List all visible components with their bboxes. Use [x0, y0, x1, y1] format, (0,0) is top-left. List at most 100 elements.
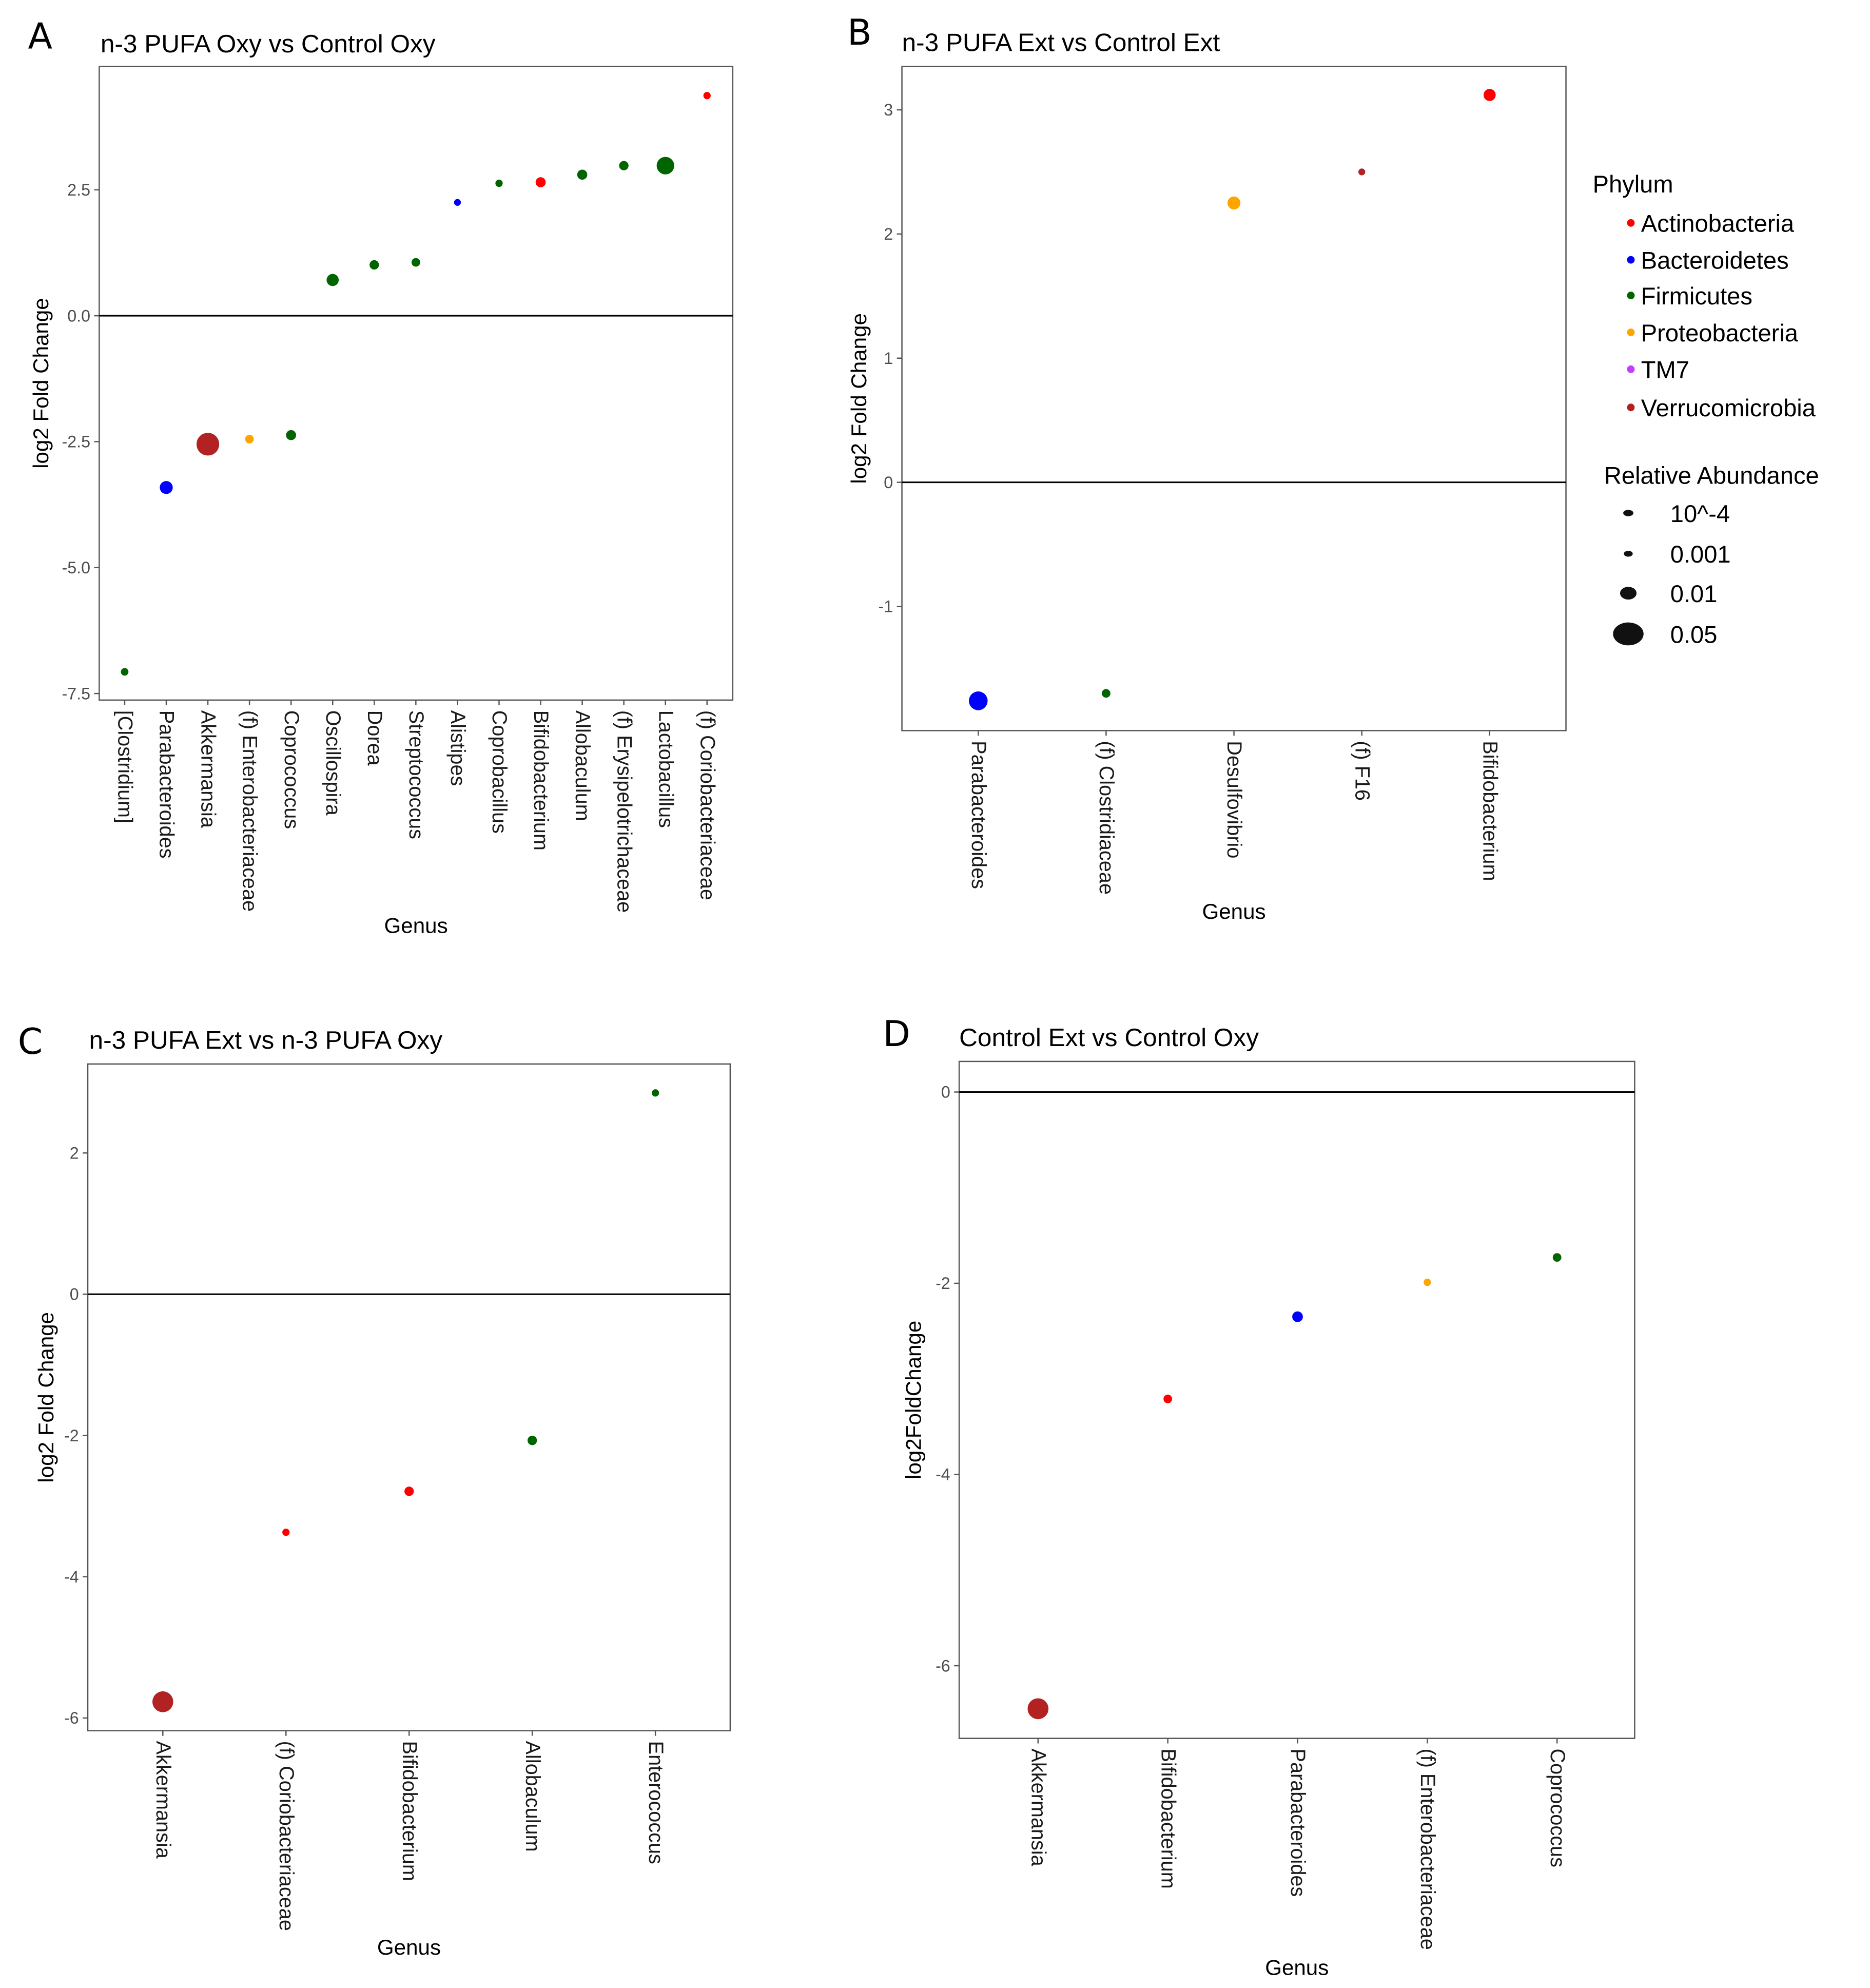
x-axis-label: Genus — [384, 914, 448, 938]
legend-phylum-item: Verrucomicrobia — [1641, 394, 1816, 421]
legend-size-dot — [1620, 587, 1637, 600]
data-point — [404, 1487, 414, 1496]
data-point — [577, 169, 588, 180]
data-point — [121, 668, 129, 676]
legend-phylum-title: Phylum — [1593, 170, 1673, 198]
x-tick-label: Bifidobacterium — [398, 1741, 421, 1881]
panel-d: D Control Ext vs Control Oxy 0 -2 -4 -6 log2Fo… — [883, 1014, 1635, 1980]
x-tick-label: Bifidobacterium — [1478, 741, 1501, 881]
x-axis-label: Genus — [377, 1935, 441, 1959]
y-tick-label: -2 — [64, 1426, 79, 1445]
x-tick-label: Coprococcus — [1546, 1748, 1569, 1867]
x-tick-label: Bifidobacterium — [1157, 1748, 1179, 1888]
legend-color-dot — [1627, 256, 1635, 264]
legend-size-dot — [1623, 510, 1633, 516]
legend: Phylum Actinobacteria Bacteroidetes Firmicu… — [1593, 170, 1819, 648]
legend-color-dot — [1627, 403, 1635, 412]
data-point — [969, 691, 988, 710]
legend-size-dot — [1624, 551, 1633, 557]
x-tick-label: Coprococcus — [280, 710, 303, 829]
legend-color-dot — [1627, 219, 1635, 227]
x-tick-label: Allobaculum — [521, 1741, 544, 1852]
y-tick-label: -4 — [936, 1465, 950, 1484]
y-axis-label: log2 Fold Change — [29, 298, 53, 469]
legend-size-item: 0.001 — [1670, 541, 1731, 568]
data-point — [656, 157, 674, 175]
panel-letter: B — [847, 12, 872, 53]
y-tick-label: -2 — [936, 1274, 950, 1292]
x-tick-label: (f) Erysipelotrichaceae — [613, 710, 635, 913]
legend-color-dot — [1627, 292, 1635, 300]
x-tick-label: Streptococcus — [405, 710, 427, 839]
y-tick-label: -6 — [936, 1656, 950, 1675]
x-tick-label: (f) Coriobacteriaceae — [696, 710, 718, 900]
data-point — [152, 1691, 173, 1712]
data-point — [1163, 1395, 1173, 1403]
x-axis-label: Genus — [1265, 1956, 1329, 1980]
x-tick-label: [Clostridium] — [114, 710, 137, 823]
data-point — [326, 274, 339, 286]
x-tick-label: Allobaculum — [571, 710, 594, 821]
data-point — [1358, 168, 1366, 176]
y-axis-label: log2 Fold Change — [847, 313, 871, 484]
legend-size-item: 0.01 — [1670, 580, 1718, 607]
data-point — [282, 1529, 290, 1536]
data-point — [411, 258, 420, 267]
data-point — [703, 92, 711, 100]
x-axis-label: Genus — [1202, 899, 1265, 923]
x-tick-label: Akkermansia — [152, 1741, 174, 1859]
x-tick-label: Alistipes — [446, 710, 469, 786]
data-point — [535, 177, 546, 187]
legend-size-item: 0.05 — [1670, 621, 1718, 648]
y-tick-label: -5.0 — [62, 558, 90, 577]
legend-size-item: 10^-4 — [1670, 500, 1730, 527]
y-tick-label: 2.5 — [67, 181, 90, 199]
y-tick-label: -2.5 — [62, 433, 90, 451]
plot-area — [901, 66, 1567, 731]
data-point — [652, 1089, 659, 1097]
y-axis-label: log2FoldChange — [902, 1321, 926, 1479]
legend-phylum-item: Bacteroidetes — [1641, 247, 1789, 274]
x-tick-label: (f) Clostridiaceae — [1095, 741, 1118, 895]
data-point — [619, 161, 629, 170]
x-tick-label: Parabacteroides — [155, 710, 178, 859]
x-tick-label: Coprobacillus — [488, 710, 511, 834]
y-tick-label: -1 — [879, 597, 893, 616]
y-tick-label: -6 — [64, 1709, 79, 1727]
data-point — [1424, 1279, 1431, 1286]
x-tick-label: (f) Enterobacteriaceae — [239, 710, 261, 912]
x-tick-label: (f) Enterobacteriaceae — [1416, 1748, 1439, 1950]
data-point — [495, 179, 503, 187]
x-tick-label: (f) F16 — [1351, 741, 1373, 801]
panel-letter: C — [18, 1021, 43, 1063]
x-tick-label: Akkermansia — [197, 710, 220, 828]
data-point — [1227, 196, 1241, 210]
panel-letter: D — [883, 1014, 910, 1055]
y-tick-label: -7.5 — [62, 684, 90, 703]
x-tick-label: Oscillospira — [322, 710, 344, 816]
x-tick-label: Akkermansia — [1027, 1748, 1049, 1866]
x-tick-label: (f) Coriobacteriaceae — [275, 1741, 298, 1931]
legend-size-dot — [1613, 622, 1644, 646]
panel-letter: A — [28, 16, 52, 57]
legend-phylum-item: TM7 — [1641, 356, 1689, 383]
data-point — [160, 481, 173, 494]
chart-title: n-3 PUFA Ext vs Control Ext — [902, 28, 1220, 57]
chart-title: n-3 PUFA Oxy vs Control Oxy — [101, 29, 436, 58]
y-axis-label: log2 Fold Change — [34, 1312, 58, 1483]
y-tick-label: 0 — [941, 1083, 950, 1102]
data-point — [1483, 89, 1496, 101]
legend-color-dot — [1627, 329, 1635, 336]
y-tick-label: 0.0 — [67, 306, 90, 325]
data-point — [454, 199, 461, 206]
data-point — [369, 260, 379, 270]
legend-size-title: Relative Abundance — [1604, 461, 1819, 489]
data-point — [286, 430, 296, 440]
legend-phylum-item: Proteobacteria — [1641, 319, 1799, 346]
chart-title: Control Ext vs Control Oxy — [959, 1023, 1259, 1052]
plot-area — [87, 1063, 731, 1732]
